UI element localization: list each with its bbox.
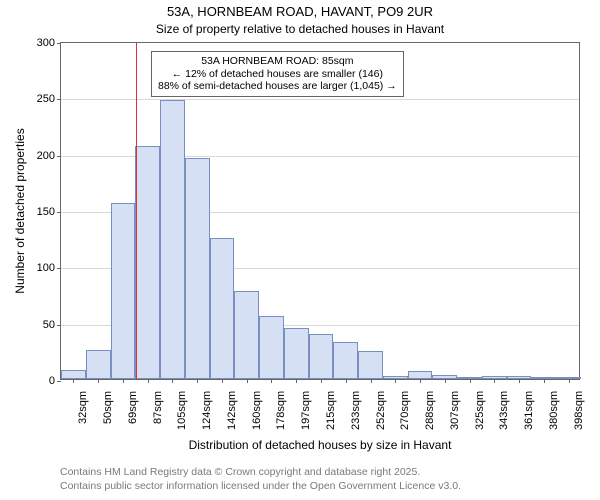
y-tick-mark [57,268,61,269]
x-tick-label: 178sqm [275,391,287,430]
x-tick-label: 50sqm [102,391,114,424]
x-tick-label: 233sqm [350,391,362,430]
x-tick-label: 69sqm [127,391,139,424]
x-tick-mark [371,379,372,383]
histogram-bar [135,146,160,379]
x-tick-label: 160sqm [251,391,263,430]
x-tick-mark [123,379,124,383]
x-tick-mark [197,379,198,383]
y-tick-label: 250 [37,93,55,105]
y-tick-label: 150 [37,206,55,218]
y-tick-mark [57,381,61,382]
reference-line [136,43,137,379]
y-tick-label: 200 [37,150,55,162]
x-tick-mark [148,379,149,383]
page-subtitle: Size of property relative to detached ho… [0,22,600,36]
histogram-bar [408,371,433,379]
x-tick-mark [494,379,495,383]
x-tick-mark [247,379,248,383]
histogram-bar [185,158,210,379]
x-tick-label: 105sqm [176,391,188,430]
x-tick-label: 87sqm [152,391,164,424]
x-tick-label: 270sqm [399,391,411,430]
histogram-bar [284,328,309,379]
x-tick-label: 380sqm [548,391,560,430]
x-tick-mark [73,379,74,383]
chart-plot-area: 05010015020025030032sqm50sqm69sqm87sqm10… [60,42,580,380]
annotation-box: 53A HORNBEAM ROAD: 85sqm← 12% of detache… [151,51,404,97]
x-tick-mark [519,379,520,383]
histogram-bar [210,238,235,379]
annotation-line: 88% of semi-detached houses are larger (… [158,80,397,93]
x-tick-label: 398sqm [573,391,585,430]
x-tick-mark [395,379,396,383]
y-tick-mark [57,325,61,326]
y-axis-label: Number of detached properties [13,128,27,293]
x-tick-label: 197sqm [300,391,312,430]
x-tick-mark [271,379,272,383]
histogram-bar [333,342,358,379]
x-tick-label: 124sqm [201,391,213,430]
x-tick-label: 252sqm [375,391,387,430]
title-block: 53A, HORNBEAM ROAD, HAVANT, PO9 2UR Size… [0,4,600,36]
x-tick-mark [544,379,545,383]
x-tick-mark [470,379,471,383]
x-tick-mark [569,379,570,383]
histogram-bar [309,334,334,379]
annotation-line: 53A HORNBEAM ROAD: 85sqm [158,55,397,68]
y-tick-mark [57,156,61,157]
x-tick-label: 307sqm [449,391,461,430]
x-tick-label: 215sqm [325,391,337,430]
histogram-bar [111,203,136,379]
y-tick-label: 300 [37,37,55,49]
x-tick-label: 325sqm [474,391,486,430]
footer-credit-line-2: Contains public sector information licen… [60,480,461,493]
histogram-bar [160,100,185,379]
annotation-line: ← 12% of detached houses are smaller (14… [158,68,397,81]
gridline [61,99,579,100]
page-title: 53A, HORNBEAM ROAD, HAVANT, PO9 2UR [0,4,600,20]
histogram-bar [234,291,259,379]
histogram-bar [86,350,111,379]
x-tick-mark [222,379,223,383]
histogram-bar [358,351,383,379]
histogram-bar [259,316,284,379]
x-axis-label: Distribution of detached houses by size … [189,438,452,452]
x-tick-mark [445,379,446,383]
y-tick-mark [57,43,61,44]
y-tick-label: 50 [43,319,55,331]
x-tick-mark [346,379,347,383]
x-tick-mark [296,379,297,383]
x-tick-mark [321,379,322,383]
y-tick-mark [57,212,61,213]
x-tick-label: 288sqm [424,391,436,430]
y-tick-mark [57,99,61,100]
x-tick-mark [98,379,99,383]
y-tick-label: 100 [37,262,55,274]
x-tick-mark [420,379,421,383]
x-tick-label: 32sqm [77,391,89,424]
x-tick-mark [172,379,173,383]
histogram-bar [61,370,86,379]
y-tick-label: 0 [49,375,55,387]
x-tick-label: 142sqm [226,391,238,430]
x-tick-label: 361sqm [523,391,535,430]
x-tick-label: 343sqm [498,391,510,430]
footer-credit-line-1: Contains HM Land Registry data © Crown c… [60,466,420,479]
